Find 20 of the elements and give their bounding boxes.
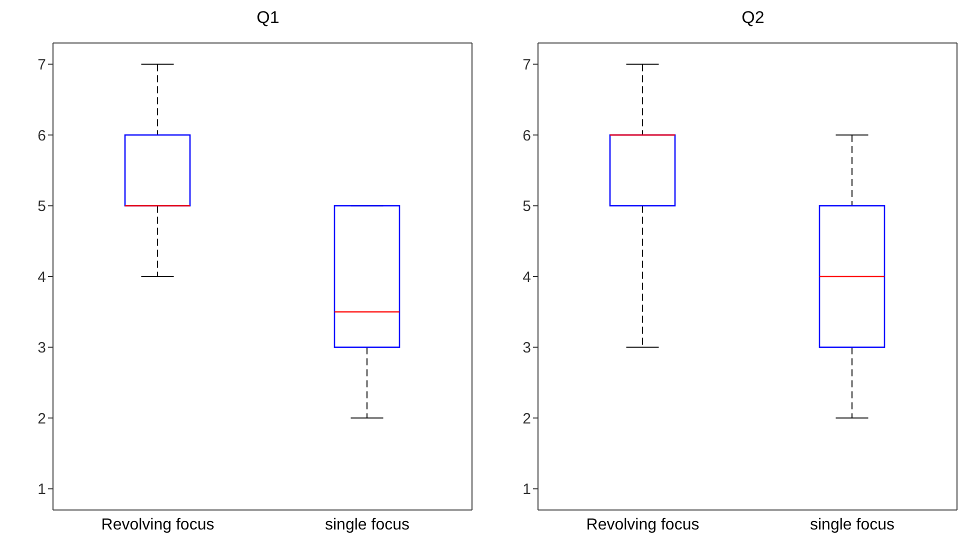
y-tick-label: 2 bbox=[522, 410, 531, 428]
y-tick-label: 3 bbox=[38, 340, 46, 357]
chart-title: Q1 bbox=[256, 8, 280, 29]
y-tick-label: 1 bbox=[38, 481, 46, 498]
y-tick-label: 6 bbox=[522, 127, 531, 144]
chart-title: Q2 bbox=[740, 8, 766, 29]
x-tick-label: Revolving focus bbox=[586, 516, 700, 534]
y-tick-label: 1 bbox=[522, 481, 531, 498]
x-tick-label: single focus bbox=[325, 516, 410, 534]
y-tick-label: 2 bbox=[38, 410, 46, 428]
y-tick-label: 5 bbox=[522, 198, 531, 216]
y-tick-label: 5 bbox=[38, 198, 46, 216]
y-tick-label: 6 bbox=[38, 127, 46, 144]
x-tick-label: Revolving focus bbox=[101, 516, 214, 534]
y-tick-label: 4 bbox=[522, 268, 531, 286]
y-tick-label: 7 bbox=[522, 56, 531, 74]
y-tick-label: 3 bbox=[522, 340, 531, 357]
y-tick-label: 7 bbox=[38, 56, 46, 74]
x-tick-label: single focus bbox=[810, 516, 894, 534]
y-tick-label: 4 bbox=[38, 268, 46, 286]
